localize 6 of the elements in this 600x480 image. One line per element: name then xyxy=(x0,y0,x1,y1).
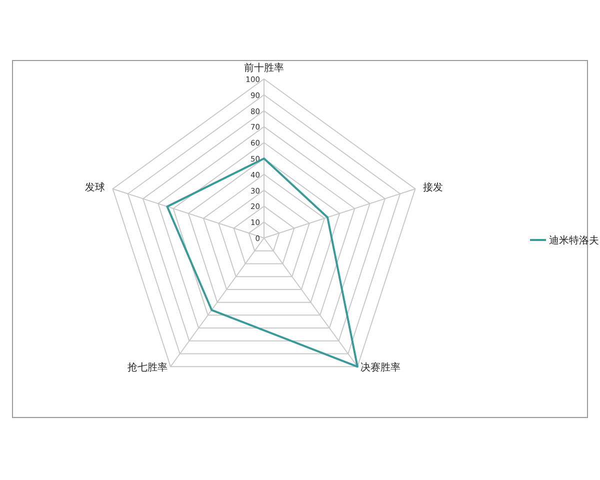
spoke-label: 接发 xyxy=(422,181,443,194)
spoke-label: 抢七胜率 xyxy=(128,362,168,374)
legend-label: 迪米特洛夫 xyxy=(549,234,599,246)
spoke-label: 决赛胜率 xyxy=(360,362,400,374)
spoke-label: 发球 xyxy=(85,181,106,194)
spoke-label: 前十胜率 xyxy=(244,62,284,74)
